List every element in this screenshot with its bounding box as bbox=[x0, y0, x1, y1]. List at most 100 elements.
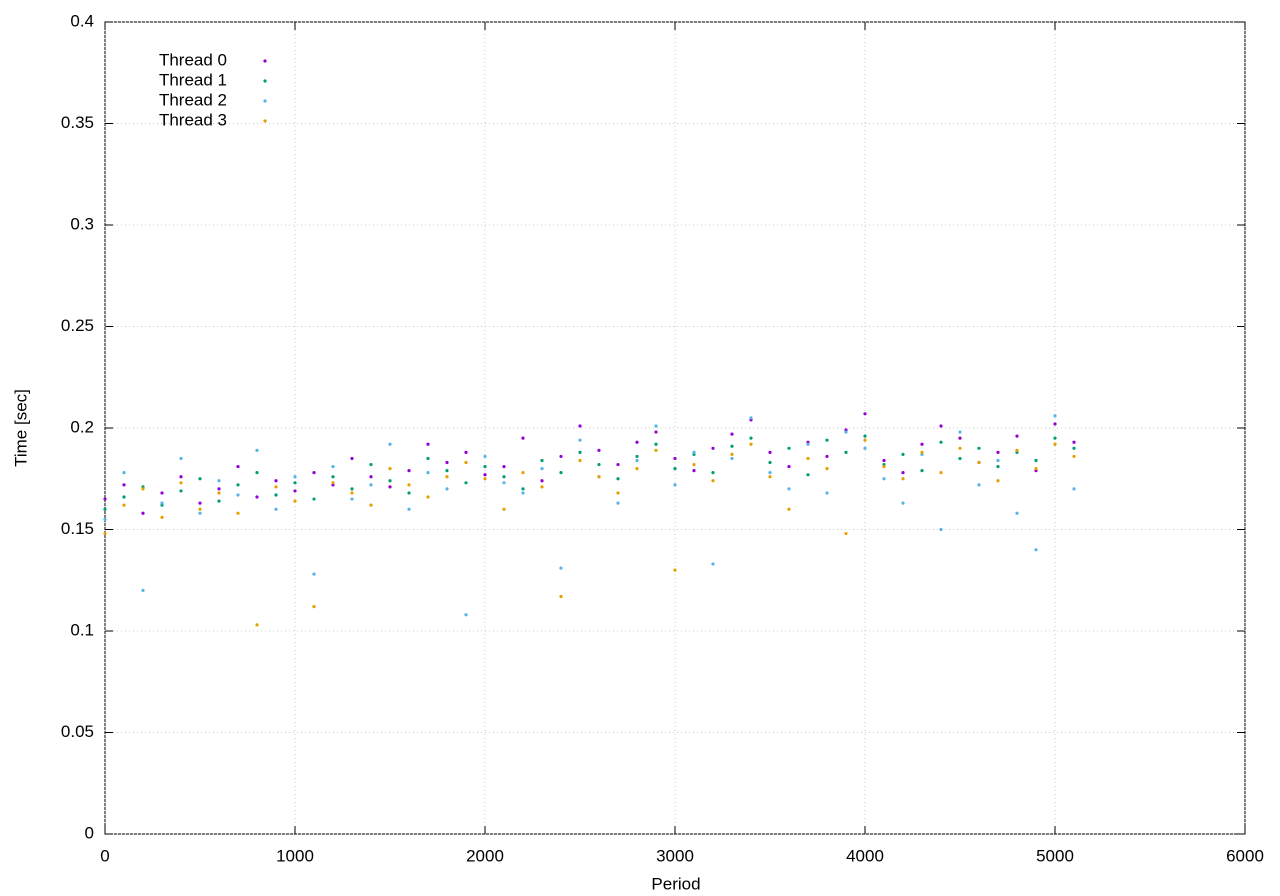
legend-marker bbox=[263, 119, 267, 123]
point bbox=[464, 450, 468, 454]
point bbox=[673, 456, 677, 461]
x-tick-label: 3000 bbox=[656, 846, 694, 865]
point bbox=[312, 572, 316, 576]
point bbox=[236, 493, 240, 497]
point bbox=[483, 464, 487, 469]
point bbox=[274, 485, 278, 489]
point bbox=[407, 469, 411, 473]
legend-label: Thread 3 bbox=[159, 110, 227, 129]
point bbox=[331, 464, 335, 469]
point bbox=[502, 481, 506, 485]
point bbox=[1053, 422, 1057, 426]
point bbox=[768, 460, 772, 465]
point bbox=[312, 497, 316, 501]
point bbox=[597, 475, 601, 479]
point bbox=[673, 467, 677, 471]
point bbox=[122, 503, 126, 507]
point bbox=[521, 491, 525, 495]
point bbox=[312, 471, 316, 475]
point bbox=[939, 440, 943, 444]
point bbox=[483, 477, 487, 481]
point bbox=[673, 568, 677, 572]
point bbox=[939, 527, 943, 532]
x-axis-label: Period bbox=[651, 874, 700, 893]
point bbox=[616, 501, 620, 505]
point bbox=[996, 458, 1000, 463]
point bbox=[559, 454, 563, 459]
point bbox=[901, 471, 905, 475]
point bbox=[160, 491, 164, 495]
point bbox=[521, 487, 525, 491]
point bbox=[350, 456, 354, 461]
point bbox=[654, 448, 658, 452]
point bbox=[635, 467, 639, 471]
point bbox=[1015, 448, 1019, 452]
point bbox=[369, 462, 373, 467]
point bbox=[445, 460, 449, 465]
point bbox=[844, 450, 848, 454]
point bbox=[825, 467, 829, 471]
point bbox=[901, 452, 905, 456]
point bbox=[730, 452, 734, 456]
point bbox=[350, 491, 354, 495]
point bbox=[217, 487, 221, 491]
point bbox=[198, 511, 202, 515]
y-tick-label: 0.25 bbox=[61, 316, 94, 335]
point bbox=[1034, 548, 1038, 552]
point bbox=[787, 446, 791, 450]
point bbox=[920, 469, 924, 473]
point bbox=[920, 442, 924, 446]
y-tick-label: 0.3 bbox=[70, 214, 94, 233]
point bbox=[1053, 442, 1057, 446]
point bbox=[977, 483, 981, 487]
point bbox=[388, 479, 392, 483]
point bbox=[825, 491, 829, 495]
point bbox=[616, 477, 620, 481]
point bbox=[426, 456, 430, 461]
point bbox=[920, 450, 924, 454]
x-tick-label: 4000 bbox=[846, 846, 884, 865]
point bbox=[787, 464, 791, 469]
point bbox=[502, 507, 506, 511]
point bbox=[996, 450, 1000, 454]
point bbox=[369, 475, 373, 479]
point bbox=[160, 501, 164, 505]
point bbox=[407, 507, 411, 511]
point bbox=[122, 483, 126, 487]
point bbox=[293, 489, 297, 493]
point bbox=[1072, 454, 1076, 459]
point bbox=[407, 483, 411, 487]
legend-label: Thread 0 bbox=[159, 50, 227, 69]
point bbox=[274, 507, 278, 511]
point bbox=[217, 499, 221, 503]
point bbox=[502, 475, 506, 479]
point bbox=[179, 475, 183, 479]
point bbox=[578, 450, 582, 454]
point bbox=[236, 464, 240, 469]
point bbox=[749, 442, 753, 446]
point bbox=[1015, 434, 1019, 438]
point bbox=[787, 487, 791, 491]
point bbox=[882, 477, 886, 481]
point bbox=[673, 483, 677, 487]
point bbox=[217, 479, 221, 483]
point bbox=[198, 477, 202, 481]
point bbox=[407, 491, 411, 495]
point bbox=[141, 487, 145, 491]
point bbox=[578, 458, 582, 463]
point bbox=[255, 471, 259, 475]
point bbox=[540, 467, 544, 471]
point bbox=[255, 623, 259, 627]
point bbox=[711, 479, 715, 483]
point bbox=[312, 605, 316, 609]
y-tick-label: 0.4 bbox=[70, 11, 94, 30]
point bbox=[1053, 436, 1057, 440]
point bbox=[103, 517, 107, 521]
point bbox=[635, 440, 639, 444]
point bbox=[293, 481, 297, 485]
point bbox=[464, 460, 468, 465]
point bbox=[863, 412, 867, 416]
point bbox=[806, 456, 810, 461]
point bbox=[863, 446, 867, 450]
point bbox=[198, 507, 202, 511]
